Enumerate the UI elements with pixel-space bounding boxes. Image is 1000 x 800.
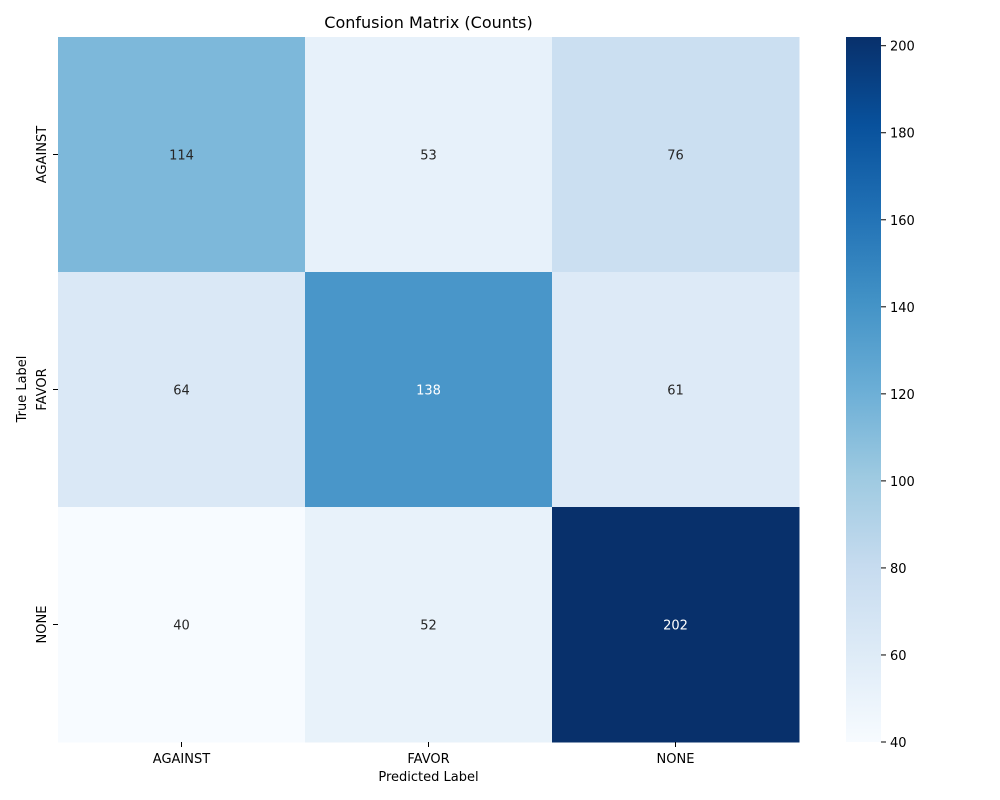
colorbar-tick-label: 160 <box>890 214 915 229</box>
cell-value-label: 52 <box>420 619 437 634</box>
cell-value-label: 114 <box>169 149 194 164</box>
x-axis-ticks: AGAINST FAVOR NONE <box>153 742 695 767</box>
cell-value-label: 76 <box>667 149 684 164</box>
heatmap-cell <box>305 37 553 273</box>
x-tick-label: NONE <box>657 752 695 767</box>
cell-value-label: 64 <box>173 384 190 399</box>
heatmap-cell <box>58 37 306 273</box>
colorbar-tick-label: 40 <box>890 736 907 751</box>
y-axis-title: True Label <box>15 356 30 424</box>
colorbar <box>846 37 881 742</box>
chart-title: Confusion Matrix (Counts) <box>324 13 532 32</box>
heatmap-cell <box>552 507 800 743</box>
colorbar-tick-label: 140 <box>890 301 915 316</box>
heatmap-cell <box>552 272 800 508</box>
heatmap-cell <box>552 37 800 273</box>
colorbar-tick-label: 180 <box>890 127 915 142</box>
cell-value-label: 138 <box>416 384 441 399</box>
y-tick-label: NONE <box>35 606 50 644</box>
heatmap-cell <box>305 507 553 743</box>
heatmap-cell <box>58 272 306 508</box>
heatmap-cell <box>58 507 306 743</box>
x-tick-label: AGAINST <box>153 752 210 767</box>
heatmap-cells <box>58 37 800 743</box>
colorbar-tick-label: 120 <box>890 388 915 403</box>
cell-value-label: 40 <box>173 619 190 634</box>
cell-value-label: 61 <box>667 384 684 399</box>
y-tick-label: AGAINST <box>35 126 50 183</box>
colorbar-ticks: 40 60 80 100 120 140 160 180 200 <box>881 40 915 751</box>
x-tick-label: FAVOR <box>407 752 449 767</box>
colorbar-tick-label: 80 <box>890 562 907 577</box>
colorbar-tick-label: 60 <box>890 649 907 664</box>
colorbar-tick-label: 200 <box>890 40 915 55</box>
cell-value-label: 202 <box>663 619 688 634</box>
heatmap-cell <box>305 272 553 508</box>
y-axis-ticks: AGAINST FAVOR NONE <box>35 126 58 644</box>
heatmap-cell-labels: 114 53 76 64 138 61 40 52 202 <box>169 149 688 634</box>
x-axis-title: Predicted Label <box>378 770 478 785</box>
colorbar-tick-label: 100 <box>890 475 915 490</box>
y-tick-label: FAVOR <box>35 368 50 410</box>
cell-value-label: 53 <box>420 149 437 164</box>
